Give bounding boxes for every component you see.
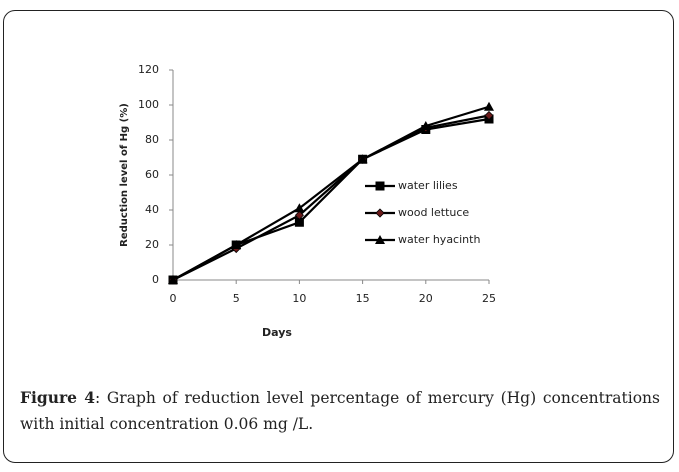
data-point — [420, 121, 431, 130]
series-line — [172, 114, 490, 281]
x-tick-label: 20 — [419, 292, 433, 305]
legend-marker — [375, 235, 385, 244]
chart: Days Reduction level of Hg (%) 0 20 40 60 80… — [119, 63, 496, 339]
legend-label: wood lettuce — [398, 206, 469, 219]
y-tick-label: 20 — [145, 238, 159, 251]
x-tick-label: 25 — [482, 292, 496, 305]
y-tick-label: 0 — [152, 273, 159, 286]
data-point — [294, 210, 304, 220]
data-point — [357, 154, 368, 164]
y-tick-label: 120 — [138, 63, 159, 76]
y-axis-label: Reduction level of Hg (%) — [119, 103, 130, 247]
x-tick-label: 10 — [292, 292, 306, 305]
legend-marker — [375, 208, 385, 218]
y-tick-label: 60 — [145, 168, 159, 181]
caption-label: Figure 4 — [20, 388, 95, 407]
y-tick-label: 80 — [145, 133, 159, 146]
y-tick-label: 100 — [138, 98, 159, 111]
caption: Figure 4: Graph of reduction level perce… — [20, 385, 660, 437]
data-point — [231, 240, 242, 249]
x-tick-label: 5 — [233, 292, 240, 305]
data-point — [484, 101, 494, 111]
x-tick-label: 15 — [356, 292, 370, 305]
data-point — [294, 203, 305, 213]
legend-label: water lilies — [398, 179, 458, 192]
x-tick-label: 0 — [170, 292, 177, 305]
legend-marker — [375, 181, 385, 191]
series-line — [172, 105, 490, 281]
caption-text: : Graph of reduction level percentage of… — [20, 389, 660, 433]
figure-frame — [3, 10, 674, 463]
data-point — [168, 275, 178, 284]
data-point — [484, 110, 494, 121]
y-tick-label: 40 — [145, 203, 159, 216]
legend-label: water hyacinth — [398, 233, 480, 246]
x-axis-label: Days — [262, 326, 292, 339]
data-point — [294, 217, 304, 227]
